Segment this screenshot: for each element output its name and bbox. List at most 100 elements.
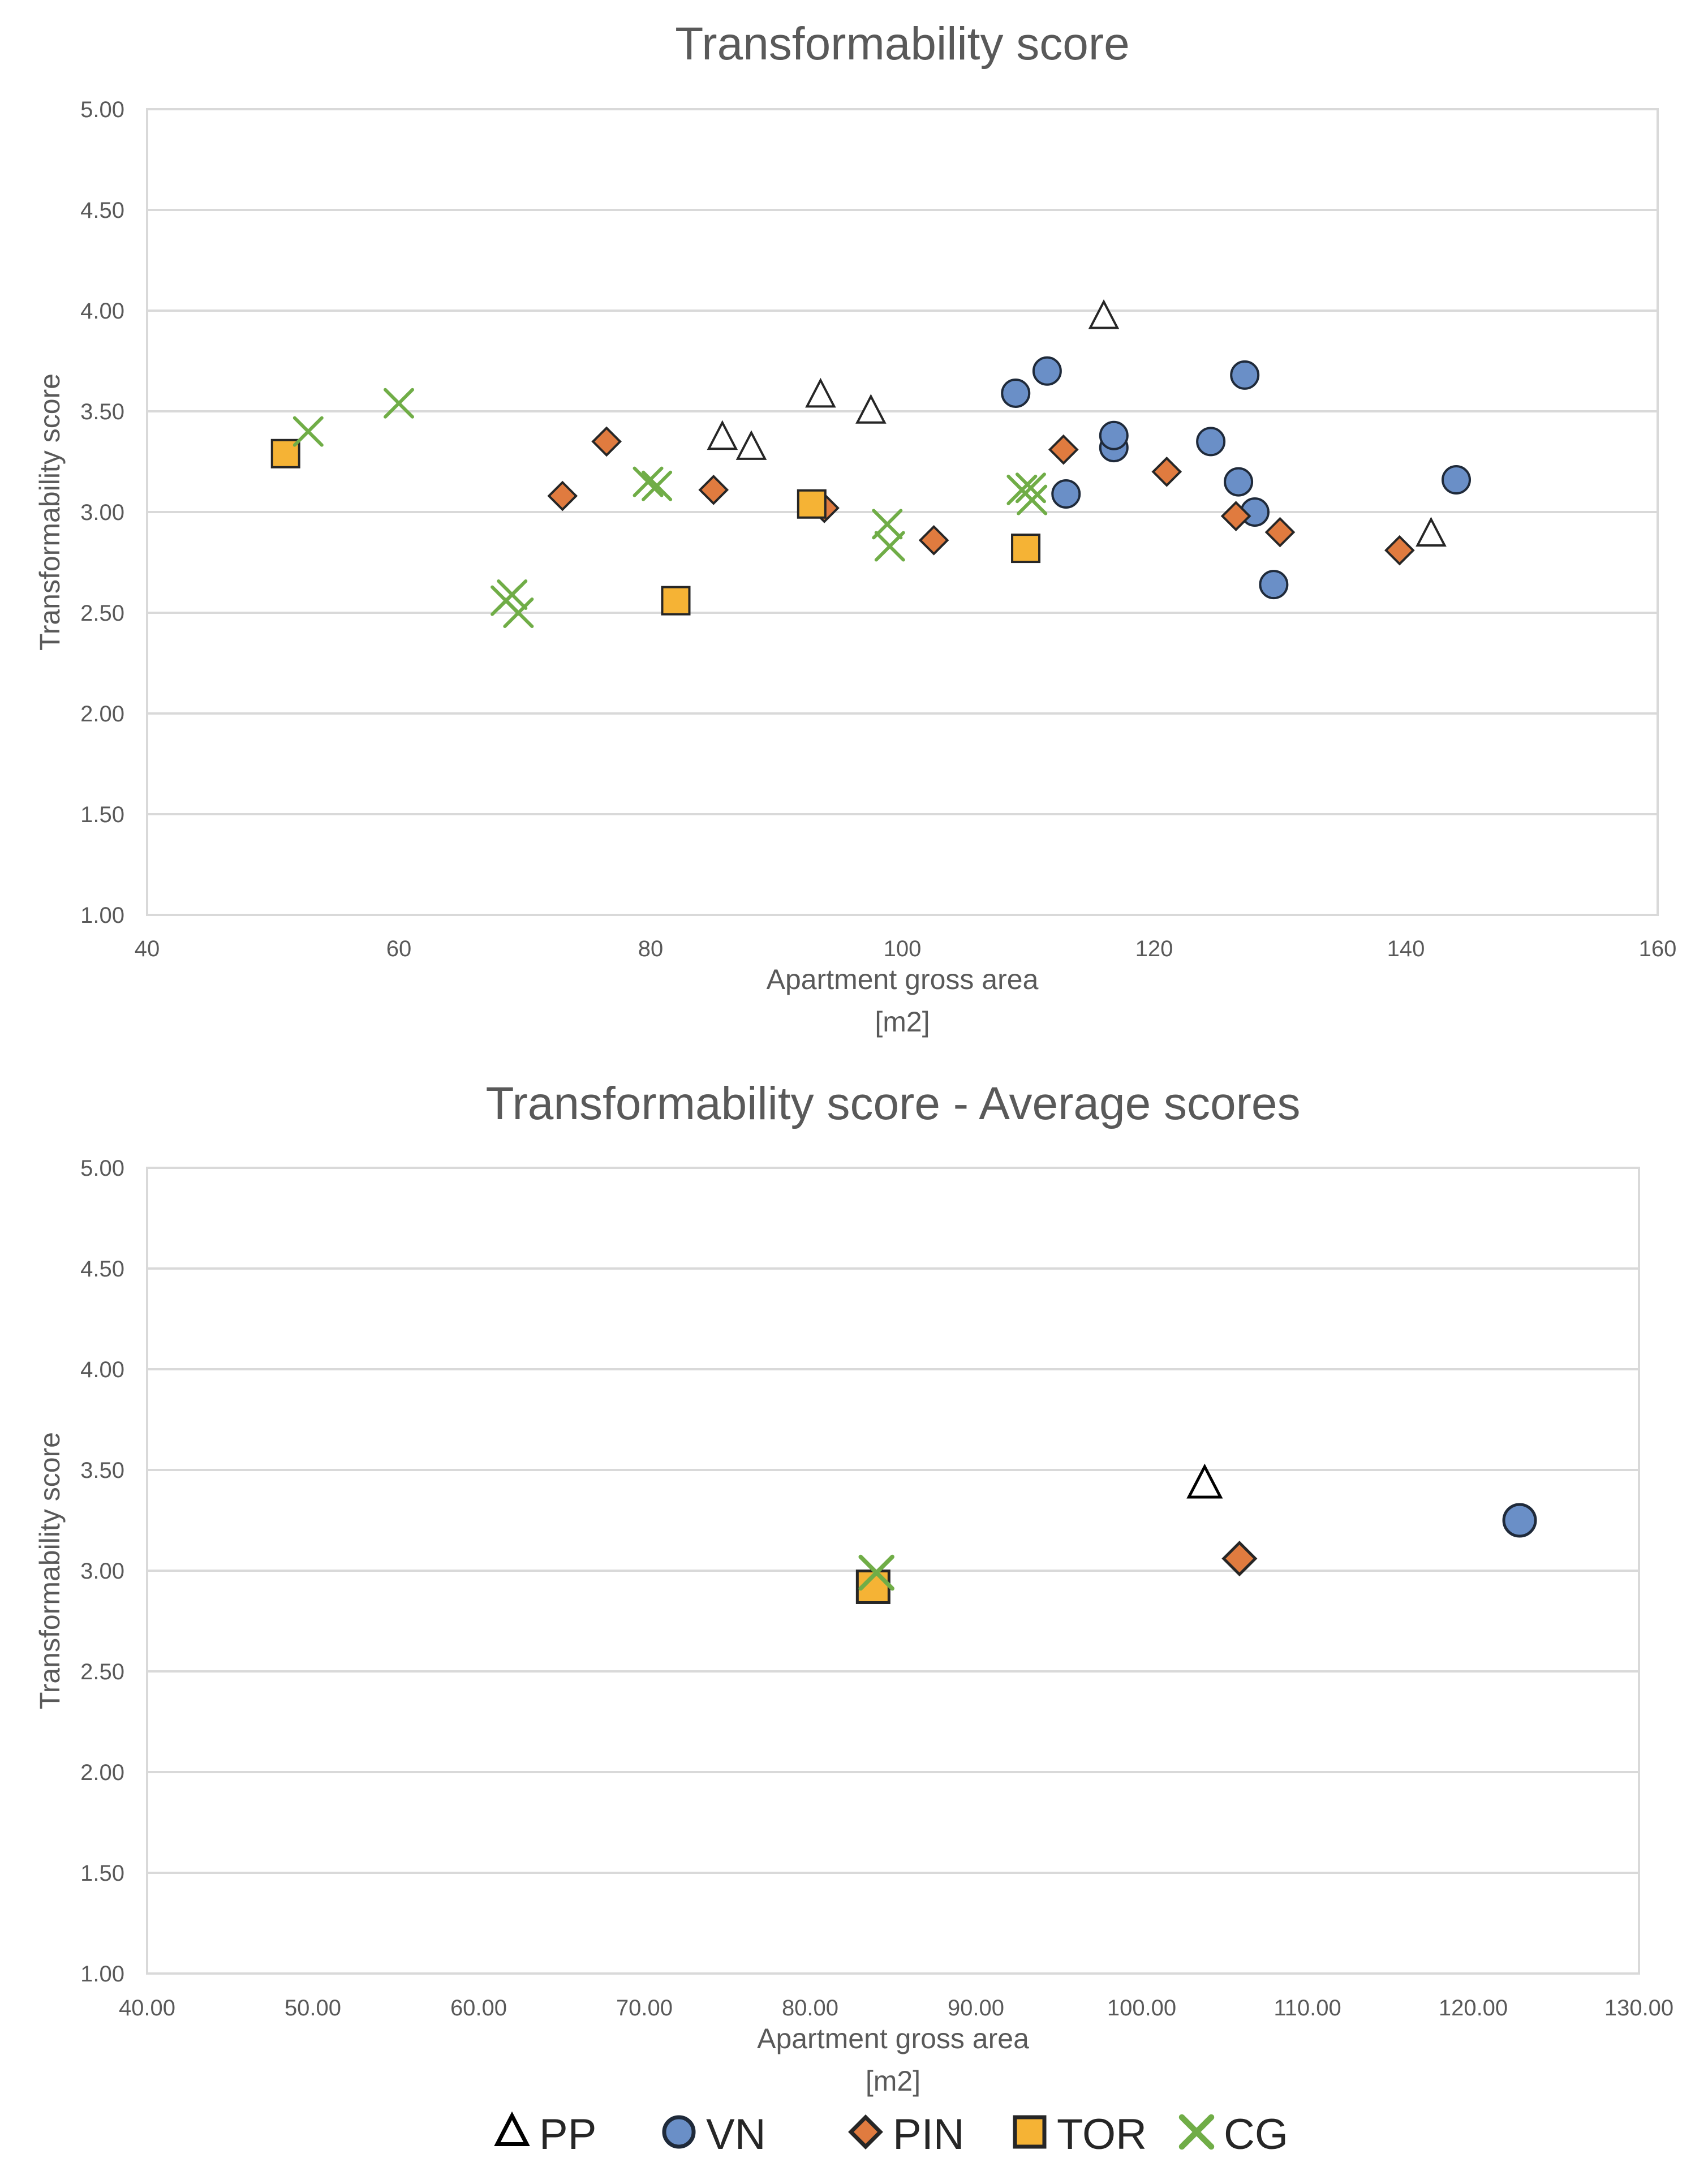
data-point-pin bbox=[698, 475, 729, 505]
data-point-vn bbox=[1196, 427, 1226, 457]
series-pp bbox=[1186, 1463, 1223, 1499]
x-tick-label: 80.00 bbox=[782, 1996, 838, 2020]
legend: PP VN PIN TOR CG bbox=[494, 2110, 1288, 2159]
legend-item-vn: VN bbox=[662, 2110, 766, 2159]
legend-label: VN bbox=[706, 2110, 766, 2159]
data-point-pp bbox=[1088, 299, 1120, 329]
data-point-cg-stroke-b bbox=[874, 531, 905, 562]
plot-frame bbox=[146, 108, 1659, 916]
series-tor bbox=[270, 438, 1041, 616]
legend-marker-pin bbox=[848, 2114, 883, 2149]
data-point-pp bbox=[1416, 517, 1447, 547]
data-point-vn bbox=[1051, 479, 1081, 509]
y-tick-label: 4.00 bbox=[80, 1357, 124, 1382]
legend-label: CG bbox=[1224, 2110, 1288, 2159]
chart-title: Transformability score - Average scores bbox=[485, 1078, 1300, 1129]
x-tick-label: 80 bbox=[638, 936, 664, 961]
series-vn bbox=[1001, 356, 1471, 600]
data-point-tor bbox=[661, 586, 691, 616]
y-tick-label: 4.50 bbox=[80, 198, 124, 223]
legend-item-tor: TOR bbox=[1013, 2110, 1147, 2159]
y-tick-label: 3.00 bbox=[80, 500, 124, 525]
legend-item-pin: PIN bbox=[848, 2110, 965, 2159]
y-tick-label: 3.00 bbox=[80, 1559, 124, 1584]
data-point-pp bbox=[735, 430, 767, 460]
x-tick-label: 130.00 bbox=[1604, 1996, 1673, 2020]
data-point-pin bbox=[1151, 456, 1182, 487]
y-tick-label: 1.00 bbox=[80, 903, 124, 928]
data-point-vn bbox=[1442, 465, 1471, 495]
series-pin bbox=[1221, 1541, 1258, 1577]
data-point-cg-stroke-b bbox=[292, 416, 324, 447]
legend-marker-tor bbox=[1013, 2115, 1047, 2149]
x-tick-label: 40.00 bbox=[119, 1996, 175, 2020]
legend-item-cg: CG bbox=[1178, 2110, 1288, 2159]
data-point-pin bbox=[591, 426, 622, 457]
data-point-cg-stroke-b bbox=[1015, 472, 1046, 504]
x-tick-label: 90.00 bbox=[948, 1996, 1004, 2020]
data-point-pin bbox=[1220, 501, 1251, 531]
data-point-cg-stroke-b bbox=[858, 1554, 894, 1591]
scatter-chart-top: Transformability score 1.00 1.50 2.00 2.50 3.… bbox=[34, 18, 1676, 1038]
data-point-pin bbox=[1221, 1541, 1258, 1577]
data-point-cg-stroke-b bbox=[1017, 484, 1048, 515]
y-axis-label: Transformability score bbox=[34, 373, 66, 651]
x-tick-label: 40 bbox=[135, 936, 160, 961]
y-tick-label: 3.50 bbox=[80, 399, 124, 424]
data-point-vn bbox=[1032, 356, 1062, 386]
y-tick-label: 1.00 bbox=[80, 1962, 124, 1987]
data-point-cg bbox=[497, 579, 528, 610]
data-point-vn bbox=[1224, 467, 1254, 497]
series-pp bbox=[707, 299, 1447, 547]
data-point-cg bbox=[503, 597, 534, 628]
scatter-chart-bottom: Transformability score - Average scores 1… bbox=[34, 1078, 1673, 2097]
plot-frame bbox=[146, 1167, 1640, 1975]
legend-marker-cg bbox=[1178, 2114, 1215, 2150]
data-point-pin bbox=[1384, 535, 1415, 566]
y-tick-label: 2.00 bbox=[80, 702, 124, 726]
chart-title: Transformability score bbox=[675, 18, 1130, 70]
data-point-pin bbox=[1048, 434, 1079, 465]
data-point-cg bbox=[858, 1554, 894, 1591]
data-point-cg-stroke-b bbox=[384, 388, 414, 419]
y-tick-label: 2.50 bbox=[80, 601, 124, 626]
x-axis-unit: [m2] bbox=[875, 1006, 930, 1038]
x-tick-label: 100.00 bbox=[1107, 1996, 1176, 2020]
data-point-cg-stroke-b bbox=[497, 579, 528, 610]
data-point-cg-stroke-b bbox=[642, 470, 673, 501]
data-point-pp bbox=[707, 420, 738, 450]
y-tick-label: 5.00 bbox=[80, 1156, 124, 1181]
y-tick-label: 1.50 bbox=[80, 802, 124, 827]
legend-label: PIN bbox=[893, 2110, 965, 2159]
data-point-vn bbox=[1001, 378, 1031, 408]
y-tick-label: 3.50 bbox=[80, 1458, 124, 1483]
data-point-pp bbox=[855, 394, 887, 424]
x-axis-label: Apartment gross area bbox=[767, 964, 1039, 995]
data-point-tor bbox=[1011, 534, 1041, 564]
data-point-cg-stroke-b bbox=[503, 597, 534, 628]
data-point-pp bbox=[1186, 1463, 1223, 1499]
legend-marker-cg-stroke-b bbox=[1178, 2114, 1215, 2150]
data-point-cg-stroke-b bbox=[633, 466, 664, 497]
x-tick-label: 160 bbox=[1639, 936, 1677, 961]
x-tick-label: 120.00 bbox=[1439, 1996, 1508, 2020]
data-point-pp bbox=[805, 377, 836, 408]
y-tick-label: 5.00 bbox=[80, 97, 124, 122]
data-point-pin bbox=[1264, 517, 1296, 548]
legend-label: PP bbox=[539, 2110, 596, 2159]
data-point-pin bbox=[918, 525, 949, 556]
x-tick-label: 110.00 bbox=[1274, 1996, 1341, 2020]
x-tick-label: 60 bbox=[386, 936, 412, 961]
data-point-vn bbox=[1230, 360, 1260, 390]
y-tick-label: 2.50 bbox=[80, 1660, 124, 1684]
legend-item-pp: PP bbox=[494, 2110, 596, 2159]
y-tick-label: 1.50 bbox=[80, 1861, 124, 1886]
data-point-pin bbox=[547, 480, 578, 511]
data-point-cg bbox=[384, 388, 414, 419]
series-vn bbox=[1502, 1503, 1537, 1538]
y-tick-label: 2.00 bbox=[80, 1760, 124, 1785]
legend-label: TOR bbox=[1057, 2110, 1147, 2159]
data-point-cg bbox=[642, 470, 673, 501]
y-axis-label: Transformability score bbox=[34, 1432, 66, 1709]
